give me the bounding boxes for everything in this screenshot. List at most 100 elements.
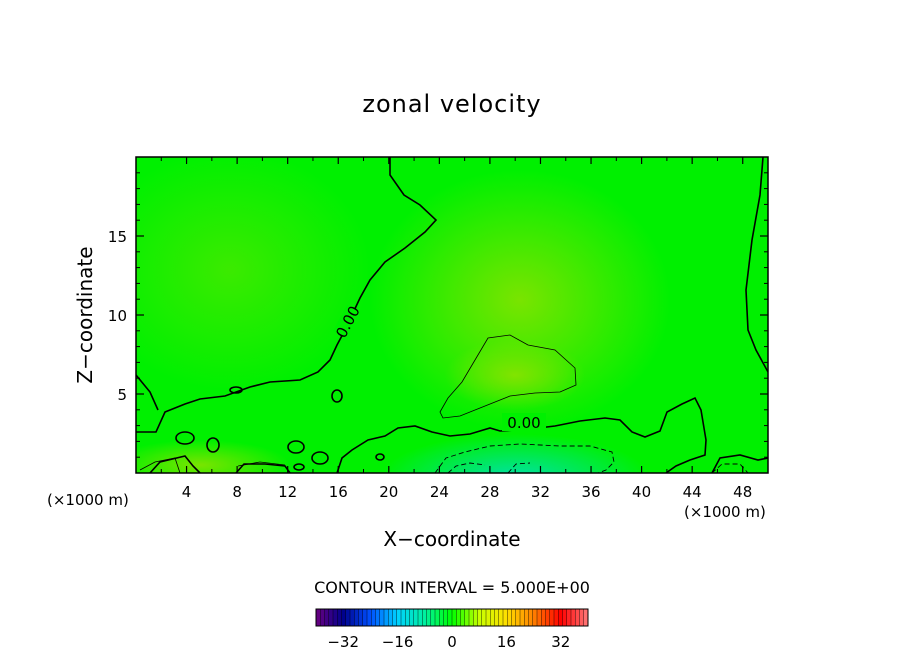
- x-tick-label: 20: [379, 483, 398, 501]
- colorbar-cell: [345, 609, 351, 626]
- colorbar-cell: [537, 609, 542, 626]
- colorbar-cell: [439, 609, 444, 626]
- colorbar-cell: [316, 609, 321, 626]
- zero-contour-island: [375, 453, 385, 461]
- x-axis-label: X−coordinate: [383, 527, 520, 551]
- x-tick-label: 40: [632, 483, 651, 501]
- colorbar-cell: [422, 609, 427, 626]
- colorbar-cell: [358, 609, 364, 626]
- x-unit-label-right: (×1000 m): [684, 503, 766, 521]
- zero-contour-right-edge: [745, 157, 768, 373]
- colorbar-tick-label: 0: [447, 633, 457, 651]
- colorbar-cell: [464, 609, 470, 626]
- positive-region-center: [370, 170, 670, 430]
- zero-contour-island: [287, 440, 305, 454]
- contour-interval-label: CONTOUR INTERVAL = 5.000E+00: [314, 578, 590, 597]
- y-tick-label: 5: [117, 386, 127, 404]
- colorbar-frame: [315, 608, 589, 627]
- colorbar-cell: [515, 609, 521, 626]
- colorbar-cell: [430, 609, 436, 626]
- colorbar-cell: [409, 609, 415, 626]
- y-axis: 5 10 15: [108, 172, 768, 458]
- colorbar-cell: [583, 609, 589, 626]
- colorbar-cell: [579, 609, 585, 626]
- positive-contour: [237, 461, 286, 467]
- zero-contour-island: [293, 463, 305, 471]
- colorbar-cell: [528, 609, 534, 626]
- zero-contour-island: [229, 386, 243, 394]
- colorbar: [315, 608, 589, 627]
- y-tick-label: 10: [108, 307, 127, 325]
- colorbar-cell: [490, 609, 495, 626]
- x-tick-label: 48: [733, 483, 752, 501]
- colorbar-cell: [341, 609, 347, 626]
- colorbar-cell: [367, 609, 372, 626]
- colorbar-cell: [362, 609, 368, 626]
- colorbar-ticks: −32 −16 0 16 32: [327, 633, 570, 651]
- colorbar-cell: [549, 609, 555, 626]
- zero-contour-upper: [136, 157, 438, 433]
- x-tick-label: 24: [430, 483, 449, 501]
- colorbar-cell: [388, 609, 393, 626]
- x-tick-label: 44: [683, 483, 702, 501]
- x-tick-label: 12: [278, 483, 297, 501]
- positive-region-bottom-left: [136, 440, 290, 473]
- contour-label-center: 0.00: [502, 413, 546, 432]
- colorbar-cell: [558, 609, 563, 626]
- colorbar-cell: [405, 609, 410, 626]
- negative-contour: [507, 462, 531, 473]
- negative-contour: [447, 462, 486, 473]
- x-axis: 4 8 12 16 20 24 28 32 36 40 44 48: [160, 157, 752, 501]
- colorbar-cell: [503, 609, 508, 626]
- colorbar-cell: [545, 609, 551, 626]
- colorbar-cell: [350, 609, 355, 626]
- colorbar-cell: [447, 609, 453, 626]
- colorbar-cell: [375, 609, 381, 626]
- colorbar-tick-label: −32: [327, 633, 359, 651]
- colorbar-cell: [541, 609, 546, 626]
- colorbar-cell: [392, 609, 398, 626]
- colorbar-cell: [532, 609, 538, 626]
- colorbar-cell: [324, 609, 330, 626]
- colorbar-cell: [371, 609, 376, 626]
- chart-title: zonal velocity: [362, 90, 541, 118]
- colorbar-cell: [498, 609, 504, 626]
- plot-area: [136, 157, 768, 473]
- colorbar-tick-label: 32: [551, 633, 570, 651]
- colorbar-cell: [520, 609, 525, 626]
- zero-contour-island: [175, 431, 195, 445]
- colorbar-cell: [562, 609, 568, 626]
- zero-contour-island: [311, 451, 329, 465]
- colorbar-cell: [494, 609, 500, 626]
- positive-contour: [439, 334, 577, 419]
- negative-region: [380, 425, 650, 473]
- colorbar-tick-label: −16: [382, 633, 414, 651]
- positive-region-left: [136, 157, 370, 390]
- colorbar-cell: [452, 609, 457, 626]
- zero-contour-left-edge: [136, 374, 159, 411]
- x-unit-label-left: (×1000 m): [47, 491, 129, 509]
- colorbar-cell: [396, 609, 402, 626]
- colorbar-cell: [524, 609, 529, 626]
- x-tick-label: 16: [329, 483, 348, 501]
- positive-contour: [139, 457, 181, 473]
- zero-contour-bottom-right: [711, 454, 768, 473]
- x-tick-label: 36: [581, 483, 600, 501]
- zero-contour-island: [206, 437, 220, 453]
- colorbar-tick-label: 16: [497, 633, 516, 651]
- colorbar-cell: [333, 609, 338, 626]
- negative-contour: [434, 443, 615, 473]
- colorbar-cell: [379, 609, 385, 626]
- zero-contour-bottom-left: [149, 455, 201, 473]
- colorbar-cell: [320, 609, 325, 626]
- colorbar-cell: [477, 609, 483, 626]
- colorbar-cell: [511, 609, 517, 626]
- colorbar-cell: [401, 609, 406, 626]
- colorbar-cell: [481, 609, 487, 626]
- colorbar-cell: [460, 609, 466, 626]
- colorbar-cell: [413, 609, 419, 626]
- colorbar-cell: [354, 609, 359, 626]
- y-tick-label: 15: [108, 228, 127, 246]
- colorbar-cell: [418, 609, 423, 626]
